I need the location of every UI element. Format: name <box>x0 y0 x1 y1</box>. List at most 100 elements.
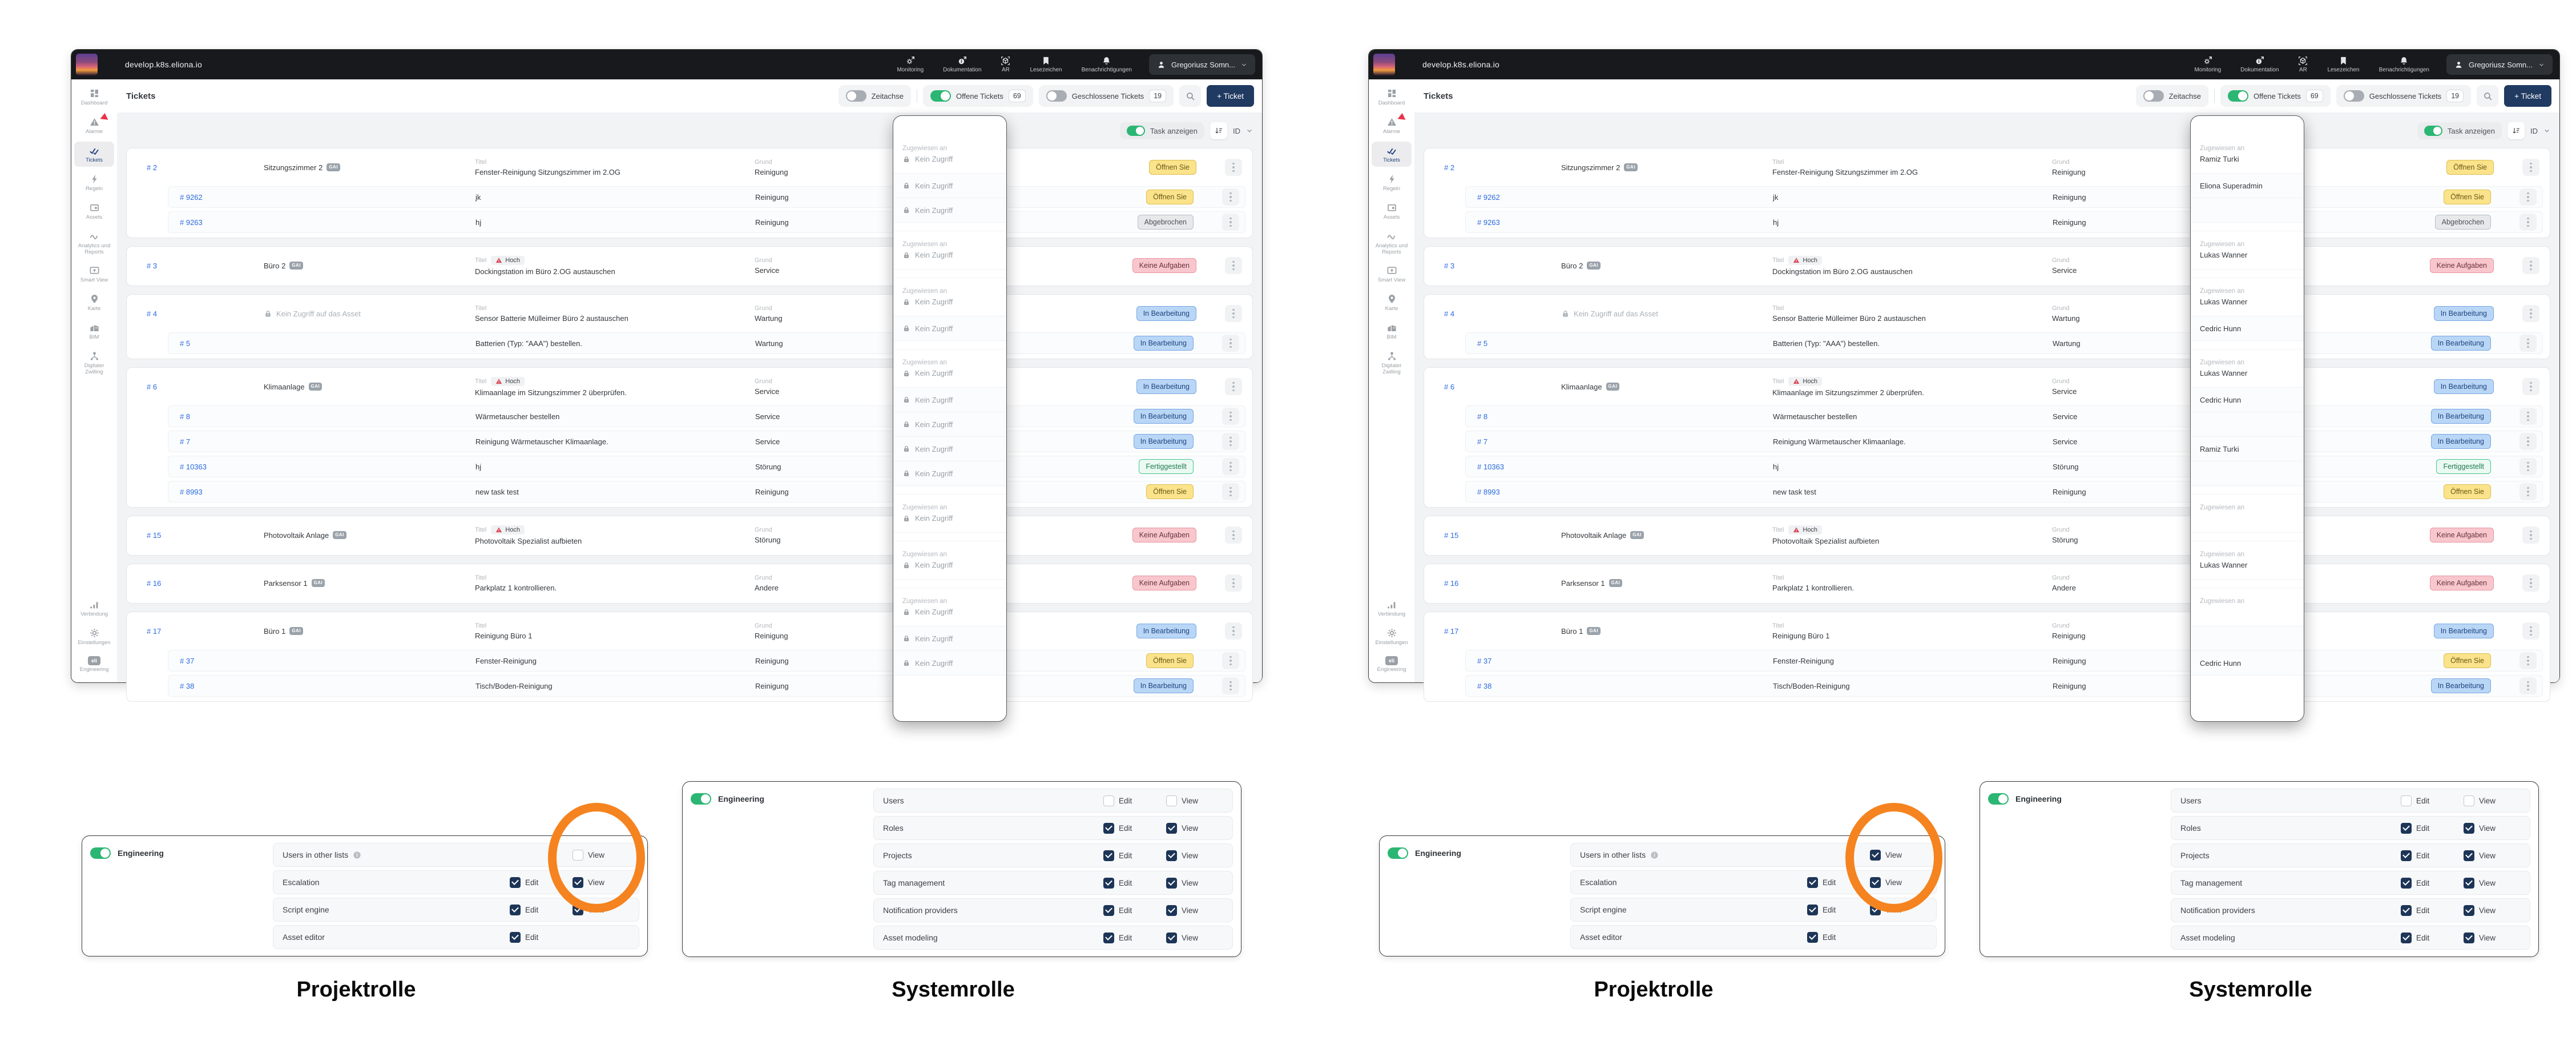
sidebar-item-smart-view[interactable]: Smart View <box>74 262 114 287</box>
role-toggle[interactable] <box>1988 793 2009 805</box>
ticket-row[interactable]: # 3 Büro 2 GAI Titel Hoch Dockingstation im B… <box>1424 247 2550 284</box>
row-menu-button[interactable] <box>1222 335 1239 352</box>
row-menu-button[interactable] <box>2522 159 2539 176</box>
subtask-id-link[interactable]: # 37 <box>1477 656 1492 665</box>
subtask-id-link[interactable]: # 9263 <box>180 218 203 227</box>
nav-item-bell[interactable]: Benachrichtigungen <box>1082 56 1132 73</box>
subtask-id-link[interactable]: # 5 <box>1477 339 1488 348</box>
row-menu-button[interactable] <box>1222 483 1239 500</box>
subtask-id-link[interactable]: # 38 <box>1477 681 1492 690</box>
sidebar-item-tickets[interactable]: Tickets <box>74 141 114 167</box>
sidebar-item-bim[interactable]: BIM <box>1372 319 1412 344</box>
ticket-id-link[interactable]: # 4 <box>147 309 158 318</box>
subtask-id-link[interactable]: # 8 <box>1477 412 1488 421</box>
row-menu-button[interactable] <box>2522 526 2539 544</box>
row-menu-button[interactable] <box>1225 257 1242 274</box>
edit-checkbox[interactable] <box>1103 877 1114 889</box>
edit-checkbox[interactable] <box>2401 822 2412 834</box>
edit-checkbox[interactable] <box>2401 932 2412 943</box>
row-menu-button[interactable] <box>2522 574 2539 592</box>
subtask-row[interactable]: # 5 Batterien (Typ: "AAA") bestellen. Wart… <box>1465 332 2543 354</box>
ticket-row[interactable]: # 2 Sitzungszimmer 2 GAI Titel Fenster-Reini… <box>1424 148 2550 186</box>
edit-checkbox[interactable] <box>2401 877 2412 889</box>
task-toggle[interactable] <box>2424 126 2442 136</box>
subtask-row[interactable]: # 9262 jk Reinigung Öffnen Sie <box>1465 186 2543 208</box>
sidebar-item-smart-view[interactable]: Smart View <box>1372 262 1412 287</box>
ticket-row[interactable]: # 15 Photovoltaik Anlage GAI Titel Hoch Photo… <box>1424 516 2550 554</box>
row-menu-button[interactable] <box>2519 214 2537 231</box>
subtask-row[interactable]: # 8993 new task test Reinigung Öffnen Sie <box>1465 481 2543 503</box>
ticket-id-link[interactable]: # 2 <box>147 163 158 172</box>
ticket-id-link[interactable]: # 16 <box>1444 578 1459 588</box>
edit-checkbox[interactable] <box>2401 905 2412 916</box>
search-button[interactable] <box>2477 85 2499 107</box>
closed-tickets-pill[interactable]: Geschlossene Tickets 19 <box>1038 85 1174 107</box>
sidebar-item-alarme[interactable]: Alarme <box>1372 112 1412 138</box>
sidebar-item-karte[interactable]: Karte <box>74 290 114 315</box>
subtask-id-link[interactable]: # 9262 <box>180 192 203 202</box>
row-menu-button[interactable] <box>2519 458 2537 475</box>
view-checkbox[interactable] <box>1166 850 1177 861</box>
ticket-id-link[interactable]: # 3 <box>147 261 158 270</box>
subtask-id-link[interactable]: # 8993 <box>180 487 203 496</box>
row-menu-button[interactable] <box>2522 378 2539 395</box>
ticket-row[interactable]: # 15 Photovoltaik Anlage GAI Titel Hoch Photo… <box>127 516 1252 554</box>
row-menu-button[interactable] <box>2522 305 2539 322</box>
ticket-row[interactable]: # 16 Parksensor 1 GAI Titel Parkplatz 1 kont… <box>1424 564 2550 602</box>
ticket-row[interactable]: # 17 Büro 1 GAI Titel Reinigung Büro 1 Grund R… <box>1424 612 2550 650</box>
sidebar-item-tickets[interactable]: Tickets <box>1372 141 1412 167</box>
role-toggle[interactable] <box>90 847 111 859</box>
edit-checkbox[interactable] <box>1103 822 1114 834</box>
sidebar-item-analytics-und-reports[interactable]: Analytics und Reports <box>1372 227 1412 259</box>
sidebar-item-verbindung[interactable]: Verbindung <box>1372 596 1412 621</box>
ticket-row[interactable]: # 17 Büro 1 GAI Titel Reinigung Büro 1 Grund R… <box>127 612 1252 650</box>
ticket-id-link[interactable]: # 3 <box>1444 261 1455 270</box>
view-checkbox[interactable] <box>2464 905 2474 916</box>
row-menu-button[interactable] <box>2519 335 2537 352</box>
edit-checkbox[interactable] <box>1807 904 1818 915</box>
edit-checkbox[interactable] <box>1103 932 1114 943</box>
view-checkbox[interactable] <box>2464 877 2474 889</box>
ticket-id-link[interactable]: # 6 <box>147 382 158 391</box>
row-menu-button[interactable] <box>1225 159 1242 176</box>
sidebar-item-bim[interactable]: BIM <box>74 319 114 344</box>
task-toggle[interactable] <box>1126 126 1145 136</box>
subtask-row[interactable]: # 8 Wärmetauscher bestellen Service In Bear… <box>1465 405 2543 427</box>
row-menu-button[interactable] <box>1225 574 1242 592</box>
ticket-id-link[interactable]: # 16 <box>147 578 162 588</box>
subtask-id-link[interactable]: # 9263 <box>1477 218 1500 227</box>
ticket-id-link[interactable]: # 2 <box>1444 163 1455 172</box>
subtask-row[interactable]: # 7 Reinigung Wärmetauscher Klimaanlage. S… <box>168 431 1245 452</box>
sidebar-item-regeln[interactable]: Regeln <box>1372 170 1412 195</box>
subtask-id-link[interactable]: # 7 <box>180 437 191 446</box>
nav-item-docs[interactable]: Dokumentation <box>2240 56 2279 73</box>
view-checkbox[interactable] <box>2464 822 2474 834</box>
sidebar-item-verbindung[interactable]: Verbindung <box>74 596 114 621</box>
sidebar-item-digitaler-zwilling[interactable]: Digitaler Zwilling <box>1372 347 1412 379</box>
subtask-row[interactable]: # 9263 hj Reinigung Abgebrochen <box>1465 211 2543 233</box>
edit-checkbox[interactable] <box>510 877 521 888</box>
user-menu[interactable]: Gregoriusz Somn... <box>1149 54 1255 75</box>
ticket-id-link[interactable]: # 6 <box>1444 382 1455 391</box>
timeline-toggle[interactable] <box>2143 90 2164 102</box>
ticket-id-link[interactable]: # 17 <box>1444 626 1459 636</box>
subtask-id-link[interactable]: # 10363 <box>180 462 207 471</box>
edit-checkbox[interactable] <box>1807 877 1818 888</box>
sidebar-item-regeln[interactable]: Regeln <box>74 170 114 195</box>
open-tickets-pill[interactable]: Offene Tickets 69 <box>922 85 1033 107</box>
row-menu-button[interactable] <box>1225 526 1242 544</box>
task-toggle-pill[interactable]: Task anzeigen <box>2417 122 2502 139</box>
ticket-row[interactable]: # 4 Kein Zugriff auf das Asset Titel Sensor… <box>127 295 1252 332</box>
subtask-id-link[interactable]: # 8993 <box>1477 487 1500 496</box>
ticket-row[interactable]: # 2 Sitzungszimmer 2 GAI Titel Fenster-Reini… <box>127 148 1252 186</box>
add-ticket-button[interactable]: + Ticket <box>1207 85 1254 107</box>
timeline-toggle-pill[interactable]: Zeitachse <box>838 85 911 107</box>
ticket-id-link[interactable]: # 15 <box>147 530 162 540</box>
view-checkbox[interactable] <box>1870 849 1881 861</box>
edit-checkbox[interactable] <box>1103 905 1114 916</box>
nav-item-bookmark[interactable]: Lesezeichen <box>2327 56 2360 73</box>
subtask-row[interactable]: # 9263 hj Reinigung Abgebrochen <box>168 211 1245 233</box>
subtask-row[interactable]: # 10363 hj Störung Fertiggestellt <box>1465 456 2543 477</box>
sort-button[interactable] <box>2508 122 2525 139</box>
nav-item-monitoring[interactable]: Monitoring <box>897 56 924 73</box>
